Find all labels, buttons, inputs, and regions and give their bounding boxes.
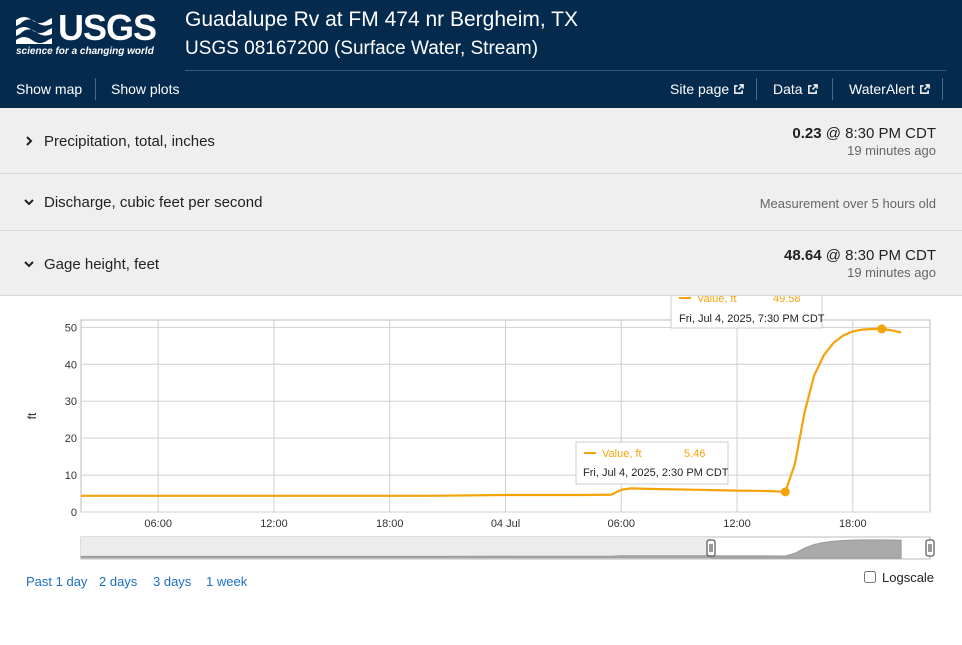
parameter-note: Measurement over 5 hours old	[759, 196, 936, 211]
y-tick-label: 50	[65, 322, 77, 334]
x-axis-ticks: 06:00 12:00 18:00 04 Jul 06:00 12:00 18:00	[144, 518, 866, 530]
show-map-link[interactable]: Show map	[16, 81, 83, 97]
y-tick-label: 30	[65, 396, 77, 408]
x-tick-label: 12:00	[260, 518, 288, 530]
external-link-icon	[919, 84, 930, 94]
data-label: Data	[773, 81, 803, 97]
tooltip-series: Value, ft	[697, 296, 737, 305]
parameter-label: Gage height, feet	[44, 256, 160, 273]
y-tick-label: 20	[65, 433, 77, 445]
parameter-label: Discharge, cubic feet per second	[44, 194, 263, 211]
logo-tagline: science for a changing world	[16, 46, 154, 57]
gage-height-chart: 0 10 20 30 40 50 06:00 12:00 18:00 04 Jul 06:00 12…	[0, 287, 962, 640]
parameter-value: 0.23 @ 8:30 PM CDT	[792, 125, 936, 142]
site-page-link[interactable]: Site page	[670, 81, 744, 97]
tooltip-rise: Value, ft 5.46 Fri, Jul 4, 2025, 2:30 PM…	[575, 441, 729, 485]
tooltip-value: 5.46	[684, 448, 705, 460]
latest-time: @ 8:30 PM CDT	[821, 125, 936, 142]
page-title: Guadalupe Rv at FM 474 nr Bergheim, TX	[185, 8, 578, 31]
wateralert-link[interactable]: WaterAlert	[849, 81, 930, 97]
chart-svg: 0 10 20 30 40 50 06:00 12:00 18:00 04 Jul 06:00 12…	[25, 287, 935, 560]
tooltip-peak: Value, ft 49.58 Fri, Jul 4, 2025, 7:30 P…	[670, 287, 825, 329]
range-1-day[interactable]: Past 1 day	[26, 574, 88, 589]
brush-handle-left[interactable]	[706, 539, 716, 557]
x-tick-label: 06:00	[144, 518, 172, 530]
latest-value: 48.64	[784, 247, 822, 264]
chevron-down-icon	[24, 199, 34, 206]
nav-bar: Show map Show plots Site page Data Water…	[0, 78, 962, 102]
x-tick-label: 06:00	[608, 518, 636, 530]
logo-text: USGS	[58, 7, 157, 48]
nav-divider	[185, 70, 946, 71]
range-2-days[interactable]: 2 days	[99, 574, 138, 589]
parameter-row-discharge[interactable]: Discharge, cubic feet per second Measure…	[0, 174, 962, 231]
external-link-icon	[807, 84, 818, 94]
nav-separator	[95, 78, 96, 100]
latest-value: 0.23	[792, 125, 822, 142]
series-line[interactable]	[81, 327, 902, 497]
range-1-week[interactable]: 1 week	[206, 574, 248, 589]
chevron-down-icon	[24, 261, 34, 268]
parameter-row-precipitation[interactable]: Precipitation, total, inches 0.23 @ 8:30…	[0, 108, 962, 174]
tooltip-value: 49.58	[773, 296, 801, 305]
parameter-age: 19 minutes ago	[847, 265, 936, 280]
site-page-label: Site page	[670, 81, 730, 97]
external-link-icon	[734, 84, 744, 94]
parameter-value: 48.64 @ 8:30 PM CDT	[784, 247, 936, 264]
tooltip-series: Value, ft	[602, 448, 642, 460]
y-tick-label: 10	[65, 470, 77, 482]
series-markers	[780, 324, 887, 497]
parameter-age: 19 minutes ago	[847, 143, 936, 158]
chart-grid	[80, 319, 931, 513]
series-point-marker[interactable]	[877, 324, 887, 334]
brush-area	[80, 539, 902, 559]
x-tick-label: 04 Jul	[491, 518, 520, 530]
chevron-right-icon	[26, 136, 33, 146]
data-link[interactable]: Data	[773, 81, 818, 97]
tooltip-time: Fri, Jul 4, 2025, 2:30 PM CDT	[583, 467, 729, 479]
y-axis-label: ft	[25, 412, 39, 419]
logscale-label: Logscale	[882, 570, 935, 585]
nav-separator	[756, 78, 757, 100]
parameter-label: Precipitation, total, inches	[44, 133, 215, 150]
nav-separator	[942, 78, 943, 100]
brush-handle-right[interactable]	[925, 539, 935, 557]
parameter-row-gage-height[interactable]: Gage height, feet 48.64 @ 8:30 PM CDT 19…	[0, 231, 962, 296]
site-header: USGS science for a changing world Guadal…	[0, 0, 962, 108]
tooltip-time: Fri, Jul 4, 2025, 7:30 PM CDT	[679, 313, 825, 325]
wateralert-label: WaterAlert	[849, 81, 915, 97]
logscale-checkbox[interactable]	[864, 571, 876, 583]
x-tick-label: 12:00	[723, 518, 751, 530]
series-point-marker[interactable]	[780, 487, 790, 497]
range-3-days[interactable]: 3 days	[153, 574, 192, 589]
y-tick-label: 40	[65, 359, 77, 371]
page-subtitle: USGS 08167200 (Surface Water, Stream)	[185, 38, 539, 59]
nav-separator	[832, 78, 833, 100]
latest-time: @ 8:30 PM CDT	[821, 247, 936, 264]
time-brush[interactable]	[80, 536, 935, 560]
show-plots-link[interactable]: Show plots	[111, 81, 180, 97]
usgs-logo[interactable]: USGS science for a changing world	[14, 10, 157, 60]
logscale-toggle[interactable]: Logscale	[864, 570, 934, 585]
x-tick-label: 18:00	[839, 518, 867, 530]
y-tick-label: 0	[71, 507, 77, 519]
y-axis-ticks: 0 10 20 30 40 50	[65, 322, 77, 519]
x-tick-label: 18:00	[376, 518, 404, 530]
usgs-wave-icon	[16, 17, 52, 44]
